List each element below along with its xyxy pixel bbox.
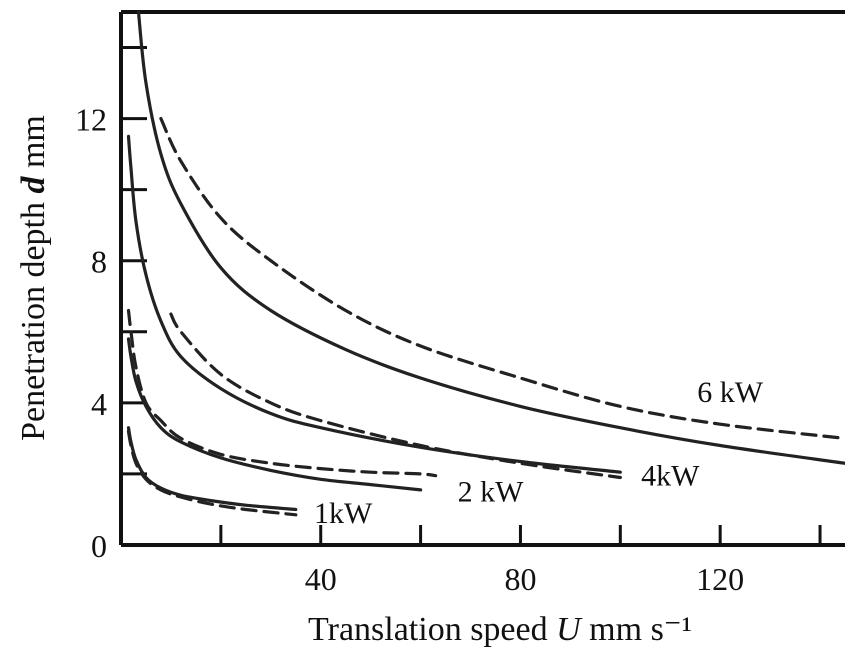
curve-label-4kw: 4kW [641,460,700,493]
curve-label-1kw: 1kW [314,497,373,530]
series-line-6kw-solid [136,10,845,465]
y-axis-title: Penetration depth d mm [15,115,52,441]
y-tick-label: 12 [75,102,107,138]
series-line-6kw-dashed [159,117,845,440]
series-line-2kw-dashed [126,308,438,478]
series-line-1kw-solid [126,426,298,512]
y-tick-label: 8 [91,244,107,280]
series-line-1kw-dashed [126,429,298,517]
x-tick-label: 120 [696,561,744,597]
series-line-2kw-solid [126,337,423,492]
curve-label-2kw: 2 kW [458,476,525,509]
y-tick-label: 0 [91,528,107,564]
x-axis-title: Translation speed U mm s⁻¹ [308,611,692,648]
series-line-4kw-solid [126,134,622,474]
series-line-4kw-dashed [169,312,622,480]
x-tick-label: 40 [305,561,337,597]
x-tick-label: 80 [504,561,536,597]
curve-label-6kw: 6 kW [697,376,764,409]
y-tick-label: 4 [91,386,107,422]
